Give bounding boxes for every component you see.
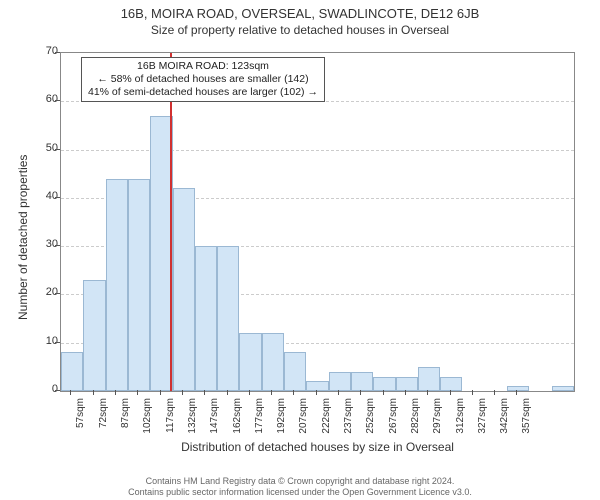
- x-tick: [293, 390, 294, 395]
- x-tick: [383, 390, 384, 395]
- y-tick-label: 10: [28, 335, 58, 347]
- y-tick: [55, 197, 60, 198]
- x-tick: [472, 390, 473, 395]
- x-tick-label: 237sqm: [343, 398, 354, 438]
- annotation-line: 41% of semi-detached houses are larger (…: [88, 86, 318, 99]
- y-tick-label: 40: [28, 190, 58, 202]
- y-tick-label: 70: [28, 45, 58, 57]
- histogram-bar: [507, 386, 529, 391]
- x-tick-label: 327sqm: [477, 398, 488, 438]
- histogram-bar: [83, 280, 105, 391]
- y-tick-label: 50: [28, 142, 58, 154]
- x-tick-label: 117sqm: [165, 398, 176, 438]
- x-tick-label: 192sqm: [276, 398, 287, 438]
- histogram-bar: [262, 333, 284, 391]
- y-tick-label: 30: [28, 238, 58, 250]
- x-tick-label: 357sqm: [521, 398, 532, 438]
- grid-line: [61, 150, 574, 151]
- annotation-line: ← 58% of detached houses are smaller (14…: [88, 73, 318, 86]
- histogram-bar: [217, 246, 239, 391]
- footer-line-2: Contains public sector information licen…: [0, 487, 600, 498]
- x-tick-label: 252sqm: [365, 398, 376, 438]
- x-tick-label: 312sqm: [455, 398, 466, 438]
- x-tick: [137, 390, 138, 395]
- x-tick: [427, 390, 428, 395]
- x-tick-label: 267sqm: [388, 398, 399, 438]
- x-tick-label: 222sqm: [321, 398, 332, 438]
- x-tick: [516, 390, 517, 395]
- x-tick: [271, 390, 272, 395]
- y-tick: [55, 100, 60, 101]
- x-tick-label: 72sqm: [98, 398, 109, 438]
- x-tick: [227, 390, 228, 395]
- x-tick-label: 162sqm: [232, 398, 243, 438]
- histogram-bar: [396, 377, 418, 391]
- x-tick-label: 102sqm: [142, 398, 153, 438]
- x-tick-label: 282sqm: [410, 398, 421, 438]
- x-tick-label: 207sqm: [298, 398, 309, 438]
- y-tick: [55, 390, 60, 391]
- annotation-line: 16B MOIRA ROAD: 123sqm: [88, 60, 318, 73]
- histogram-bar: [195, 246, 217, 391]
- x-tick: [70, 390, 71, 395]
- x-tick-label: 342sqm: [499, 398, 510, 438]
- reference-line: [170, 53, 172, 391]
- x-tick: [249, 390, 250, 395]
- y-tick-label: 0: [28, 383, 58, 395]
- x-tick: [450, 390, 451, 395]
- x-tick-label: 57sqm: [75, 398, 86, 438]
- x-tick: [338, 390, 339, 395]
- y-tick-label: 20: [28, 286, 58, 298]
- histogram-bar: [351, 372, 373, 391]
- plot-area: 16B MOIRA ROAD: 123sqm← 58% of detached …: [60, 52, 575, 392]
- y-tick: [55, 52, 60, 53]
- histogram-bar: [61, 352, 83, 391]
- chart-title: 16B, MOIRA ROAD, OVERSEAL, SWADLINCOTE, …: [0, 0, 600, 21]
- histogram-bar: [284, 352, 306, 391]
- x-tick: [182, 390, 183, 395]
- x-tick: [93, 390, 94, 395]
- x-tick: [316, 390, 317, 395]
- x-axis-label: Distribution of detached houses by size …: [60, 440, 575, 454]
- chart-subtitle: Size of property relative to detached ho…: [0, 21, 600, 37]
- histogram-bar: [306, 381, 328, 391]
- y-tick: [55, 149, 60, 150]
- x-tick: [360, 390, 361, 395]
- histogram-bar: [239, 333, 261, 391]
- y-tick: [55, 293, 60, 294]
- x-tick: [115, 390, 116, 395]
- y-tick: [55, 245, 60, 246]
- histogram-bar: [329, 372, 351, 391]
- x-tick-label: 147sqm: [209, 398, 220, 438]
- x-tick-label: 132sqm: [187, 398, 198, 438]
- x-tick-label: 87sqm: [120, 398, 131, 438]
- y-tick-label: 60: [28, 93, 58, 105]
- histogram-bar: [418, 367, 440, 391]
- histogram-bar: [173, 188, 195, 391]
- histogram-bar: [552, 386, 574, 391]
- annotation-callout: 16B MOIRA ROAD: 123sqm← 58% of detached …: [81, 57, 325, 102]
- x-tick-label: 297sqm: [432, 398, 443, 438]
- histogram-bar: [440, 377, 462, 391]
- footer-line-1: Contains HM Land Registry data © Crown c…: [0, 476, 600, 487]
- histogram-bar: [106, 179, 128, 391]
- x-tick: [160, 390, 161, 395]
- histogram-bar: [128, 179, 150, 391]
- histogram-bar: [373, 377, 395, 391]
- x-tick-label: 177sqm: [254, 398, 265, 438]
- y-tick: [55, 342, 60, 343]
- x-tick: [204, 390, 205, 395]
- x-tick: [405, 390, 406, 395]
- footer-attribution: Contains HM Land Registry data © Crown c…: [0, 476, 600, 498]
- x-tick: [494, 390, 495, 395]
